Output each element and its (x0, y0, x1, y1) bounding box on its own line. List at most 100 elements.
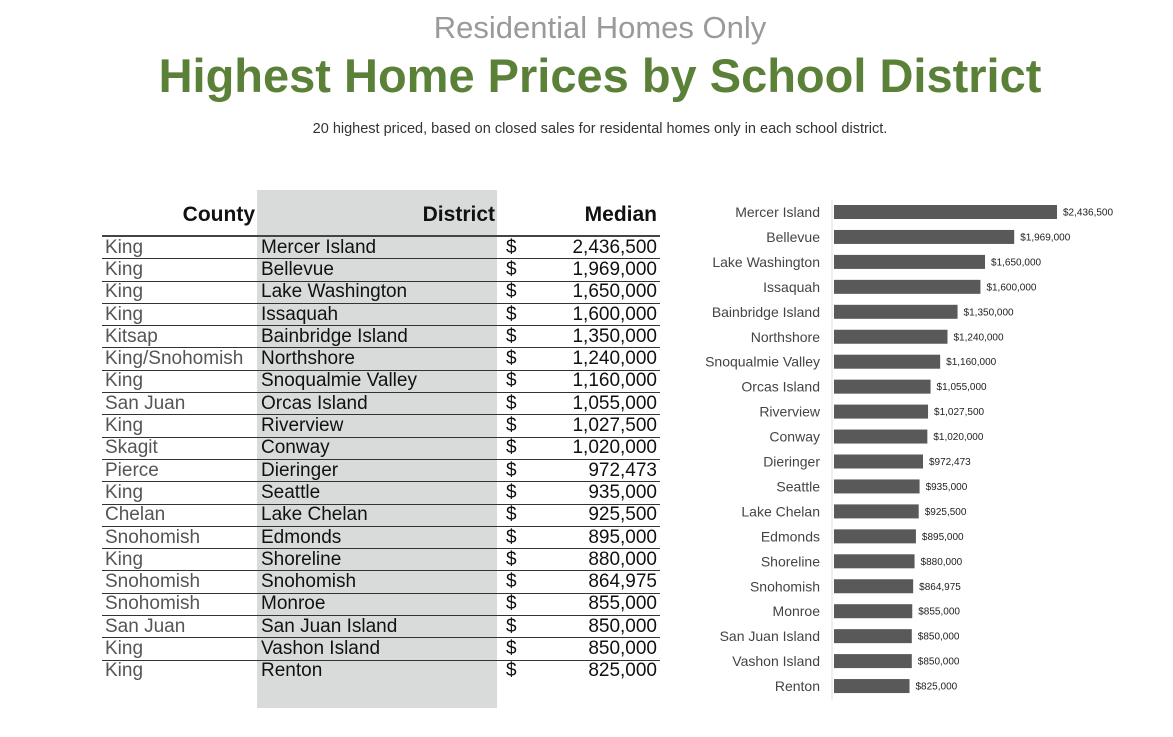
table-row: King Bellevue $1,969,000 (102, 258, 660, 282)
county-cell: Snohomish (102, 593, 258, 617)
table-row: King/Snohomish Northshore $1,240,000 (102, 347, 660, 371)
subtitle: 20 highest priced, based on closed sales… (312, 121, 888, 137)
table-row: King Seattle $935,000 (102, 481, 660, 505)
currency-cell: $ (498, 325, 549, 349)
table-row: San Juan Orcas Island $1,055,000 (102, 392, 660, 416)
median-cell: 850,000 (549, 615, 660, 639)
bar (834, 205, 1057, 219)
bar (834, 479, 920, 494)
county-cell: King (102, 548, 258, 572)
currency-cell: $ (498, 481, 549, 505)
county-cell: King (105, 660, 144, 682)
data-label: $825,000 (916, 682, 958, 693)
data-label: $1,350,000 (964, 307, 1014, 318)
district-cell: Mercer Island (258, 236, 498, 260)
district-cell: Issaquah (258, 303, 498, 327)
county-cell: Skagit (102, 437, 258, 460)
data-label: $850,000 (918, 657, 960, 668)
category-label: Orcas Island (741, 379, 820, 395)
district-cell: Edmonds (258, 526, 498, 550)
district-header: District (258, 195, 498, 237)
category-label: Shoreline (761, 553, 820, 569)
bar (834, 629, 912, 644)
bar (834, 554, 915, 569)
currency-cell: $ (506, 660, 517, 682)
bar (834, 304, 958, 319)
table-row: Kitsap Bainbridge Island $1,350,000 (102, 325, 660, 349)
data-label: $2,436,500 (1063, 208, 1113, 219)
table-row: Pierce Dieringer $972,473 (102, 459, 660, 483)
district-cell: Bellevue (258, 258, 498, 282)
district-cell: Snohomish (258, 570, 498, 594)
data-label: $1,240,000 (953, 332, 1003, 343)
district-cell: Monroe (258, 593, 498, 617)
category-label: Snoqualmie Valley (705, 354, 820, 370)
currency-cell: $ (498, 281, 549, 304)
table-row: King Mercer Island $2,436,500 (102, 236, 660, 260)
page-title: Highest Home Prices by School District (158, 49, 1042, 102)
table-row: Snohomish Snohomish $864,975 (102, 570, 660, 594)
bar (834, 404, 929, 419)
currency-cell: $ (498, 504, 549, 527)
table-row: Snohomish Monroe $855,000 (102, 593, 660, 617)
currency-cell: $ (498, 593, 549, 617)
median-cell: 2,436,500 (549, 236, 660, 260)
table-row: King Vashon Island $850,000 (102, 637, 660, 661)
currency-cell: $ (498, 526, 549, 550)
currency-cell: $ (498, 303, 549, 327)
category-label: Issaquah (763, 279, 820, 295)
district-cell: Snoqualmie Valley (258, 370, 498, 394)
median-cell: 1,600,000 (549, 303, 660, 327)
median-cell: 972,473 (549, 459, 660, 483)
category-label: Bellevue (766, 229, 820, 245)
data-label: $1,650,000 (991, 257, 1041, 268)
median-cell: 880,000 (549, 548, 660, 572)
currency-cell: $ (498, 347, 549, 371)
category-label: Lake Washington (712, 254, 820, 270)
median-cell: 1,969,000 (549, 258, 660, 282)
median-cell: 1,240,000 (549, 347, 660, 371)
data-label: $855,000 (918, 607, 960, 618)
currency-cell: $ (498, 414, 549, 438)
table-row: King Shoreline $880,000 (102, 548, 660, 572)
county-cell: King (102, 281, 258, 304)
median-cell: 925,500 (549, 504, 660, 527)
table-row: Skagit Conway $1,020,000 (102, 437, 660, 460)
bar (834, 279, 981, 294)
district-cell: San Juan Island (258, 615, 498, 639)
county-header: County (102, 195, 258, 237)
bar (834, 604, 913, 619)
bar (834, 579, 914, 594)
table-row: King Issaquah $1,600,000 (102, 303, 660, 327)
district-cell: Renton (261, 660, 323, 682)
data-label: $935,000 (926, 482, 968, 493)
data-label: $880,000 (921, 557, 963, 568)
data-label: $1,020,000 (933, 432, 983, 443)
district-cell: Vashon Island (258, 637, 498, 661)
table-row: Snohomish Edmonds $895,000 (102, 526, 660, 550)
county-cell: King/Snohomish (102, 347, 258, 371)
table-row: King Snoqualmie Valley $1,160,000 (102, 370, 660, 394)
currency-cell: $ (498, 236, 549, 260)
category-label: Vashon Island (732, 653, 820, 669)
bar (834, 679, 910, 694)
median-cell: 1,650,000 (549, 281, 660, 304)
district-cell: Lake Chelan (258, 504, 498, 527)
table-row: King Lake Washington $1,650,000 (102, 281, 660, 304)
bar (834, 254, 986, 269)
table-row: Chelan Lake Chelan $925,500 (102, 504, 660, 527)
category-label: Lake Chelan (741, 503, 820, 519)
currency-cell: $ (498, 548, 549, 572)
district-cell: Shoreline (258, 548, 498, 572)
category-label: Conway (769, 429, 820, 445)
district-cell: Bainbridge Island (258, 325, 498, 349)
district-cell: Dieringer (258, 459, 498, 483)
county-cell: King (102, 414, 258, 438)
district-cell: Lake Washington (258, 281, 498, 304)
data-label: $1,969,000 (1020, 232, 1070, 243)
median-cell: 1,020,000 (549, 437, 660, 460)
district-cell: Northshore (258, 347, 498, 371)
data-label: $1,055,000 (937, 382, 987, 393)
county-cell: King (102, 481, 258, 505)
median-cell: 895,000 (549, 526, 660, 550)
